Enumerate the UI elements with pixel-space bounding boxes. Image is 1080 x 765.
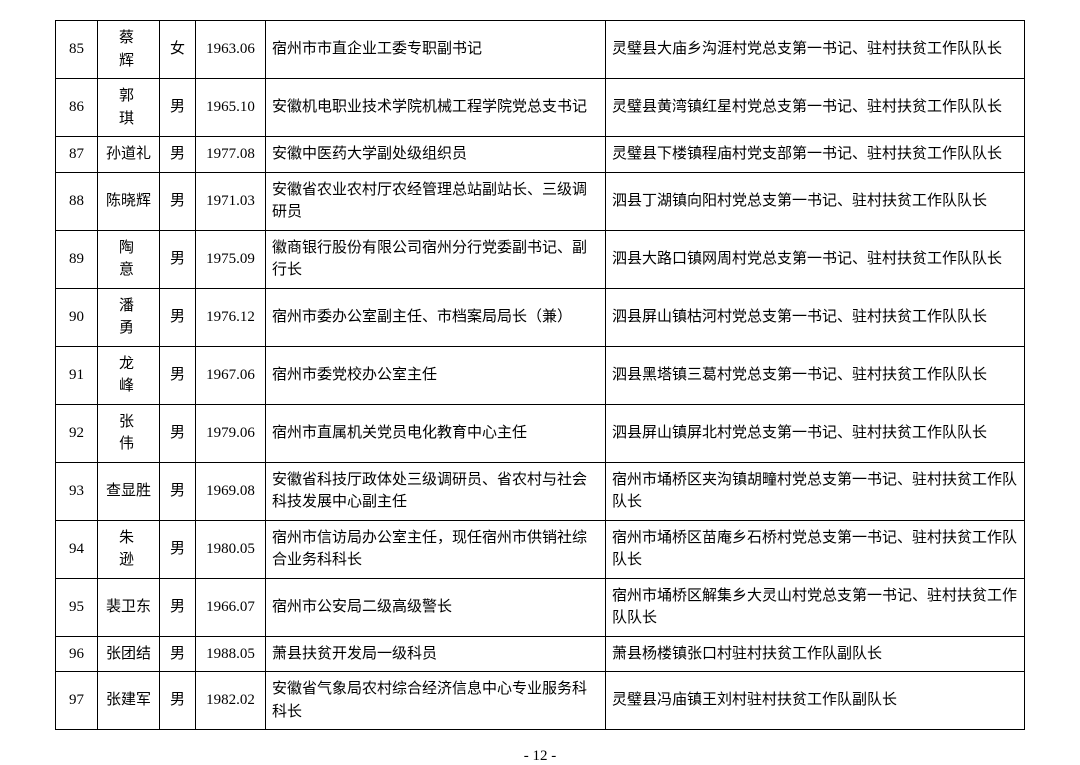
cell-assignment: 灵璧县冯庙镇王刘村驻村扶贫工作队副队长: [606, 672, 1025, 730]
table-row: 92张 伟男1979.06宿州市直属机关党员电化教育中心主任泗县屏山镇屏北村党总…: [56, 404, 1025, 462]
cell-position: 宿州市信访局办公室主任，现任宿州市供销社综合业务科科长: [266, 520, 606, 578]
cell-index: 91: [56, 346, 98, 404]
cell-gender: 男: [160, 672, 196, 730]
cell-gender: 男: [160, 288, 196, 346]
cell-gender: 女: [160, 21, 196, 79]
cell-name: 查显胜: [98, 462, 160, 520]
cell-index: 96: [56, 636, 98, 672]
cell-gender: 男: [160, 346, 196, 404]
table-row: 90潘 勇男1976.12宿州市委办公室副主任、市档案局局长（兼）泗县屏山镇枯河…: [56, 288, 1025, 346]
cell-position: 宿州市委办公室副主任、市档案局局长（兼）: [266, 288, 606, 346]
cell-assignment: 灵璧县下楼镇程庙村党支部第一书记、驻村扶贫工作队队长: [606, 137, 1025, 173]
cell-gender: 男: [160, 462, 196, 520]
cell-position: 安徽中医药大学副处级组织员: [266, 137, 606, 173]
personnel-table: 85蔡 辉女1963.06宿州市市直企业工委专职副书记灵璧县大庙乡沟涯村党总支第…: [55, 20, 1025, 730]
cell-assignment: 泗县屏山镇屏北村党总支第一书记、驻村扶贫工作队队长: [606, 404, 1025, 462]
cell-position: 安徽省气象局农村综合经济信息中心专业服务科科长: [266, 672, 606, 730]
cell-name: 孙道礼: [98, 137, 160, 173]
cell-gender: 男: [160, 636, 196, 672]
cell-date: 1965.10: [196, 79, 266, 137]
cell-date: 1988.05: [196, 636, 266, 672]
cell-date: 1977.08: [196, 137, 266, 173]
table-row: 96张团结男1988.05萧县扶贫开发局一级科员萧县杨楼镇张口村驻村扶贫工作队副…: [56, 636, 1025, 672]
cell-position: 徽商银行股份有限公司宿州分行党委副书记、副行长: [266, 230, 606, 288]
table-row: 86郭 琪男1965.10安徽机电职业技术学院机械工程学院党总支书记灵璧县黄湾镇…: [56, 79, 1025, 137]
cell-index: 92: [56, 404, 98, 462]
cell-index: 89: [56, 230, 98, 288]
table-row: 93查显胜男1969.08安徽省科技厅政体处三级调研员、省农村与社会科技发展中心…: [56, 462, 1025, 520]
cell-date: 1976.12: [196, 288, 266, 346]
cell-gender: 男: [160, 520, 196, 578]
table-row: 87孙道礼男1977.08安徽中医药大学副处级组织员灵璧县下楼镇程庙村党支部第一…: [56, 137, 1025, 173]
cell-date: 1966.07: [196, 578, 266, 636]
cell-assignment: 萧县杨楼镇张口村驻村扶贫工作队副队长: [606, 636, 1025, 672]
cell-assignment: 泗县大路口镇网周村党总支第一书记、驻村扶贫工作队队长: [606, 230, 1025, 288]
cell-date: 1982.02: [196, 672, 266, 730]
cell-name: 张 伟: [98, 404, 160, 462]
cell-assignment: 泗县黑塔镇三葛村党总支第一书记、驻村扶贫工作队队长: [606, 346, 1025, 404]
table-row: 97张建军男1982.02安徽省气象局农村综合经济信息中心专业服务科科长灵璧县冯…: [56, 672, 1025, 730]
cell-name: 张团结: [98, 636, 160, 672]
cell-name: 郭 琪: [98, 79, 160, 137]
cell-position: 萧县扶贫开发局一级科员: [266, 636, 606, 672]
page-number: - 12 -: [524, 748, 557, 765]
cell-position: 宿州市公安局二级高级警长: [266, 578, 606, 636]
cell-assignment: 宿州市埇桥区夹沟镇胡疃村党总支第一书记、驻村扶贫工作队队长: [606, 462, 1025, 520]
table-row: 94朱 逊男1980.05宿州市信访局办公室主任，现任宿州市供销社综合业务科科长…: [56, 520, 1025, 578]
cell-position: 宿州市委党校办公室主任: [266, 346, 606, 404]
cell-index: 95: [56, 578, 98, 636]
table-row: 89陶 意男1975.09徽商银行股份有限公司宿州分行党委副书记、副行长泗县大路…: [56, 230, 1025, 288]
cell-position: 安徽省科技厅政体处三级调研员、省农村与社会科技发展中心副主任: [266, 462, 606, 520]
cell-name: 蔡 辉: [98, 21, 160, 79]
cell-index: 93: [56, 462, 98, 520]
cell-date: 1963.06: [196, 21, 266, 79]
cell-date: 1980.05: [196, 520, 266, 578]
cell-assignment: 宿州市埇桥区解集乡大灵山村党总支第一书记、驻村扶贫工作队队长: [606, 578, 1025, 636]
cell-assignment: 灵璧县黄湾镇红星村党总支第一书记、驻村扶贫工作队队长: [606, 79, 1025, 137]
cell-index: 97: [56, 672, 98, 730]
cell-assignment: 灵璧县大庙乡沟涯村党总支第一书记、驻村扶贫工作队队长: [606, 21, 1025, 79]
cell-name: 裴卫东: [98, 578, 160, 636]
cell-name: 朱 逊: [98, 520, 160, 578]
cell-name: 陶 意: [98, 230, 160, 288]
cell-name: 龙 峰: [98, 346, 160, 404]
cell-index: 90: [56, 288, 98, 346]
cell-date: 1979.06: [196, 404, 266, 462]
cell-gender: 男: [160, 578, 196, 636]
cell-position: 安徽省农业农村厅农经管理总站副站长、三级调研员: [266, 172, 606, 230]
cell-index: 87: [56, 137, 98, 173]
cell-gender: 男: [160, 79, 196, 137]
table-row: 85蔡 辉女1963.06宿州市市直企业工委专职副书记灵璧县大庙乡沟涯村党总支第…: [56, 21, 1025, 79]
cell-index: 94: [56, 520, 98, 578]
cell-gender: 男: [160, 137, 196, 173]
cell-gender: 男: [160, 404, 196, 462]
cell-index: 88: [56, 172, 98, 230]
cell-assignment: 泗县屏山镇枯河村党总支第一书记、驻村扶贫工作队队长: [606, 288, 1025, 346]
cell-date: 1971.03: [196, 172, 266, 230]
cell-date: 1975.09: [196, 230, 266, 288]
table-row: 88陈晓辉男1971.03安徽省农业农村厅农经管理总站副站长、三级调研员泗县丁湖…: [56, 172, 1025, 230]
cell-name: 陈晓辉: [98, 172, 160, 230]
cell-position: 宿州市市直企业工委专职副书记: [266, 21, 606, 79]
cell-position: 安徽机电职业技术学院机械工程学院党总支书记: [266, 79, 606, 137]
table-row: 91龙 峰男1967.06宿州市委党校办公室主任泗县黑塔镇三葛村党总支第一书记、…: [56, 346, 1025, 404]
cell-index: 86: [56, 79, 98, 137]
cell-position: 宿州市直属机关党员电化教育中心主任: [266, 404, 606, 462]
cell-assignment: 宿州市埇桥区苗庵乡石桥村党总支第一书记、驻村扶贫工作队队长: [606, 520, 1025, 578]
cell-date: 1969.08: [196, 462, 266, 520]
table-row: 95裴卫东男1966.07宿州市公安局二级高级警长宿州市埇桥区解集乡大灵山村党总…: [56, 578, 1025, 636]
cell-date: 1967.06: [196, 346, 266, 404]
cell-index: 85: [56, 21, 98, 79]
cell-name: 潘 勇: [98, 288, 160, 346]
cell-name: 张建军: [98, 672, 160, 730]
cell-gender: 男: [160, 230, 196, 288]
cell-assignment: 泗县丁湖镇向阳村党总支第一书记、驻村扶贫工作队队长: [606, 172, 1025, 230]
cell-gender: 男: [160, 172, 196, 230]
